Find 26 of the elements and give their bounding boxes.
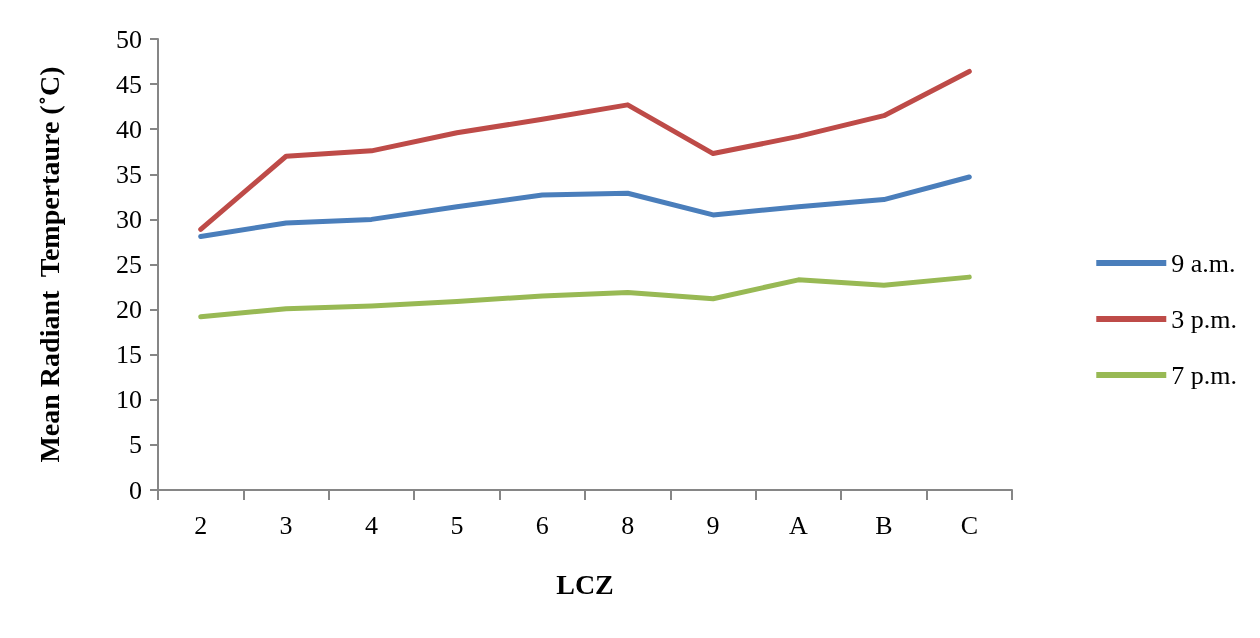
x-tick-label: 9 (706, 510, 720, 540)
x-tick-label: 5 (450, 510, 464, 540)
legend-label: 7 p.m. (1171, 360, 1238, 390)
x-tick-label: 6 (535, 510, 549, 540)
x-tick-label: 2 (194, 510, 208, 540)
x-tick-label: B (875, 510, 893, 540)
y-tick-label: 0 (129, 475, 142, 505)
x-tick-label: C (960, 510, 978, 540)
x-tick-label: A (789, 510, 809, 540)
x-tick-label: 3 (279, 510, 293, 540)
y-tick-label: 40 (116, 114, 142, 144)
y-axis-title: Mean Radiant Tempertaure (˚C) (33, 66, 65, 463)
legend-label: 9 a.m. (1171, 248, 1236, 278)
x-tick-label: 8 (621, 510, 635, 540)
y-tick-label: 30 (116, 204, 142, 234)
y-tick-label: 45 (116, 69, 142, 99)
y-tick-label: 10 (116, 385, 142, 415)
y-tick-label: 25 (116, 250, 142, 279)
legend-label: 3 p.m. (1171, 304, 1238, 334)
y-tick-label: 20 (116, 295, 142, 325)
x-axis-title: LCZ (556, 568, 614, 600)
y-tick-label: 50 (116, 24, 142, 54)
x-tick-label: 4 (365, 510, 378, 540)
y-tick-label: 35 (116, 159, 142, 189)
y-tick-label: 15 (116, 340, 142, 370)
y-tick-label: 5 (129, 430, 142, 460)
